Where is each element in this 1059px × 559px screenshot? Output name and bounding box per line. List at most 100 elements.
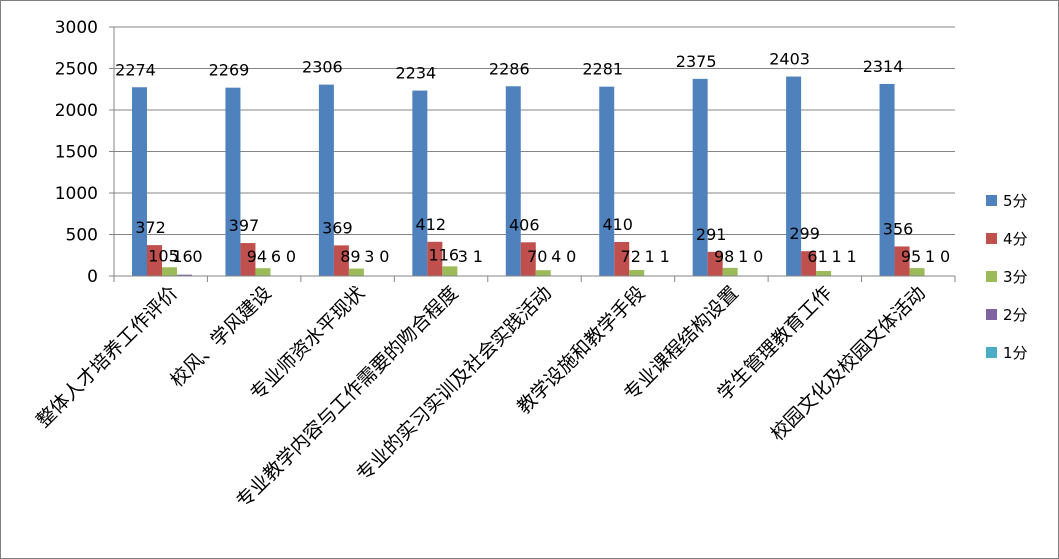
bar-3 [255,268,271,276]
bar-2 [894,246,910,276]
y-tick-label: 2500 [55,60,98,80]
legend-swatch [986,233,997,244]
bar-1 [318,84,334,277]
data-label: 356 [883,219,914,238]
bar-3 [162,267,177,276]
data-label: 1 [660,247,670,266]
bar-2 [427,241,443,276]
data-label: 16 [172,247,192,266]
y-tick-label: 3000 [55,18,98,38]
y-axis: 0 500 1000 1500 2000 2500 3000 [55,18,115,287]
data-label: 3 [364,247,374,266]
data-label: 94 [247,247,267,266]
bar-1 [879,83,895,276]
category-label: 专业的实习实训及社会实践活动 [352,282,556,486]
legend-swatch [986,309,997,320]
bar-2 [147,245,162,276]
y-tick-label: 1000 [55,184,98,204]
data-label: 2274 [115,60,156,79]
data-label: 1 [847,247,857,266]
bar-3 [816,270,832,276]
bars [132,76,940,277]
bar-2 [333,245,349,276]
legend-label: 5分 [1003,192,1028,210]
data-label: 0 [192,247,202,266]
data-label: 72 [621,247,641,266]
data-label: 397 [229,216,260,235]
legend-swatch [986,347,997,358]
legend-label: 1分 [1003,344,1028,362]
data-label: 0 [566,247,576,266]
data-label: 98 [714,247,734,266]
legend: 5分 4分 3分 2分 1分 [986,192,1028,362]
data-label: 2281 [582,60,623,79]
data-label: 1 [832,247,842,266]
bar-4 [177,274,192,276]
data-label: 406 [509,215,540,234]
data-label: 95 [901,247,921,266]
data-label: 4 [551,247,561,266]
y-tick-label: 500 [66,226,98,246]
data-label: 0 [940,247,950,266]
x-axis: 整体人才培养工作评价校风、学风建设专业师资水平现状专业教学内容与工作需要的吻合程… [32,275,956,513]
bar-1 [132,87,147,277]
bar-2 [240,243,256,276]
data-label: 291 [696,225,727,244]
y-tick-label: 1500 [55,143,98,163]
legend-label: 2分 [1003,306,1028,324]
bar-2 [707,251,723,276]
data-label: 116 [429,245,460,264]
data-label: 410 [602,215,633,234]
legend-swatch [986,271,997,282]
data-label: 1 [925,247,935,266]
data-label: 1 [738,247,748,266]
data-label: 105 [148,246,179,265]
bar-2 [520,242,536,276]
data-label: 1 [645,247,655,266]
data-label: 1 [473,247,483,266]
y-tick-label: 2000 [55,101,98,121]
bar-3 [629,270,645,276]
data-label: 70 [527,247,547,266]
bar-3 [442,266,458,276]
legend-swatch [986,195,997,206]
bar-1 [505,86,521,277]
data-label: 2306 [302,58,343,77]
gridlines [114,26,955,235]
data-label: 0 [379,247,389,266]
bar-1 [225,87,241,276]
legend-label: 4分 [1003,230,1028,248]
data-label: 89 [340,247,360,266]
bar-1 [412,90,428,276]
data-label: 2375 [676,52,717,71]
data-label: 2403 [769,50,810,69]
bar-2 [614,241,630,276]
data-label: 2269 [209,61,250,80]
data-label: 61 [807,247,827,266]
data-label: 372 [135,218,166,237]
y-tick-label: 0 [87,267,98,287]
data-label: 6 [271,247,281,266]
bar-2 [801,251,817,276]
data-label: 2234 [395,64,436,83]
data-label: 369 [322,218,353,237]
data-label: 3 [458,247,468,266]
data-label: 0 [286,247,296,266]
bar-1 [786,76,802,277]
data-label: 0 [753,247,763,266]
bar-1 [599,86,615,276]
data-label: 412 [416,215,447,234]
category-label: 校园文化及校园文体活动 [766,282,929,445]
data-label: 2286 [489,59,530,78]
bar-3 [348,268,364,276]
bar-1 [692,78,708,276]
data-label: 299 [789,224,820,243]
data-label: 2314 [863,57,904,76]
bar-3 [535,270,551,276]
bar-3 [909,268,925,276]
category-label: 整体人才培养工作评价 [32,282,182,432]
legend-label: 3分 [1003,268,1028,286]
